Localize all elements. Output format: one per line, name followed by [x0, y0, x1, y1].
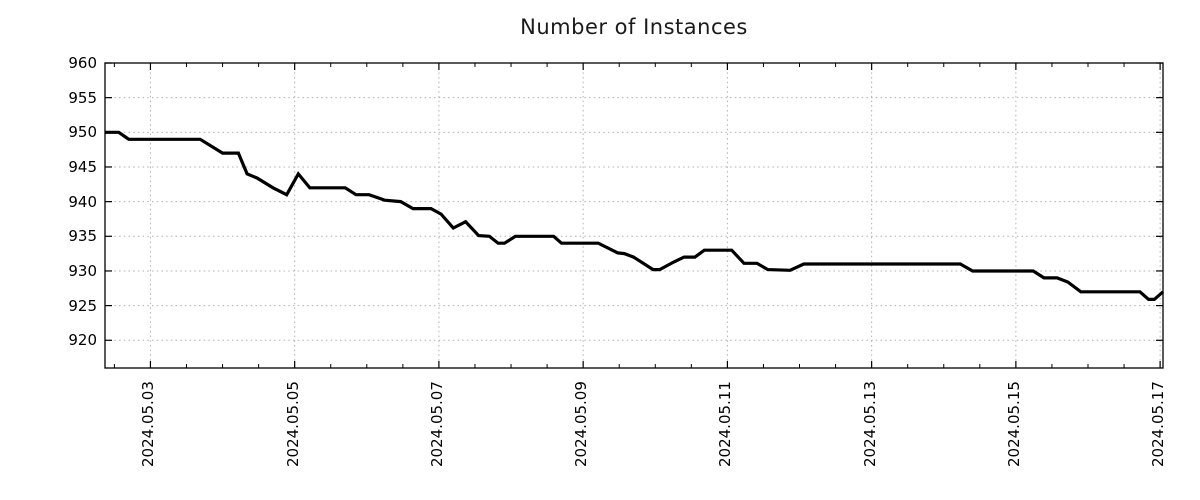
y-tick-label: 940: [68, 192, 97, 211]
x-tick-label: 2024.05.03: [139, 381, 158, 467]
y-tick-label: 950: [68, 123, 97, 142]
x-tick-label: 2024.05.13: [860, 381, 879, 467]
chart-title: Number of Instances: [520, 15, 748, 39]
y-tick-label: 920: [68, 331, 97, 350]
plot-border: [104, 62, 1164, 369]
x-tick-label: 2024.05.11: [716, 381, 735, 467]
x-tick-label: 2024.05.07: [427, 381, 446, 467]
x-tick-label: 2024.05.15: [1004, 381, 1023, 467]
y-tick-label: 930: [68, 261, 97, 280]
y-tick-label: 925: [68, 296, 97, 315]
y-tick-label: 945: [68, 157, 97, 176]
y-tick-label: 960: [68, 54, 97, 72]
x-tick-label: 2024.05.05: [283, 381, 302, 467]
y-tick-label: 955: [68, 88, 97, 107]
x-tick-label: 2024.05.17: [1149, 381, 1168, 467]
data-line: [105, 130, 1165, 301]
y-tick-label: 935: [68, 227, 97, 246]
x-tick-label: 2024.05.09: [572, 381, 591, 467]
